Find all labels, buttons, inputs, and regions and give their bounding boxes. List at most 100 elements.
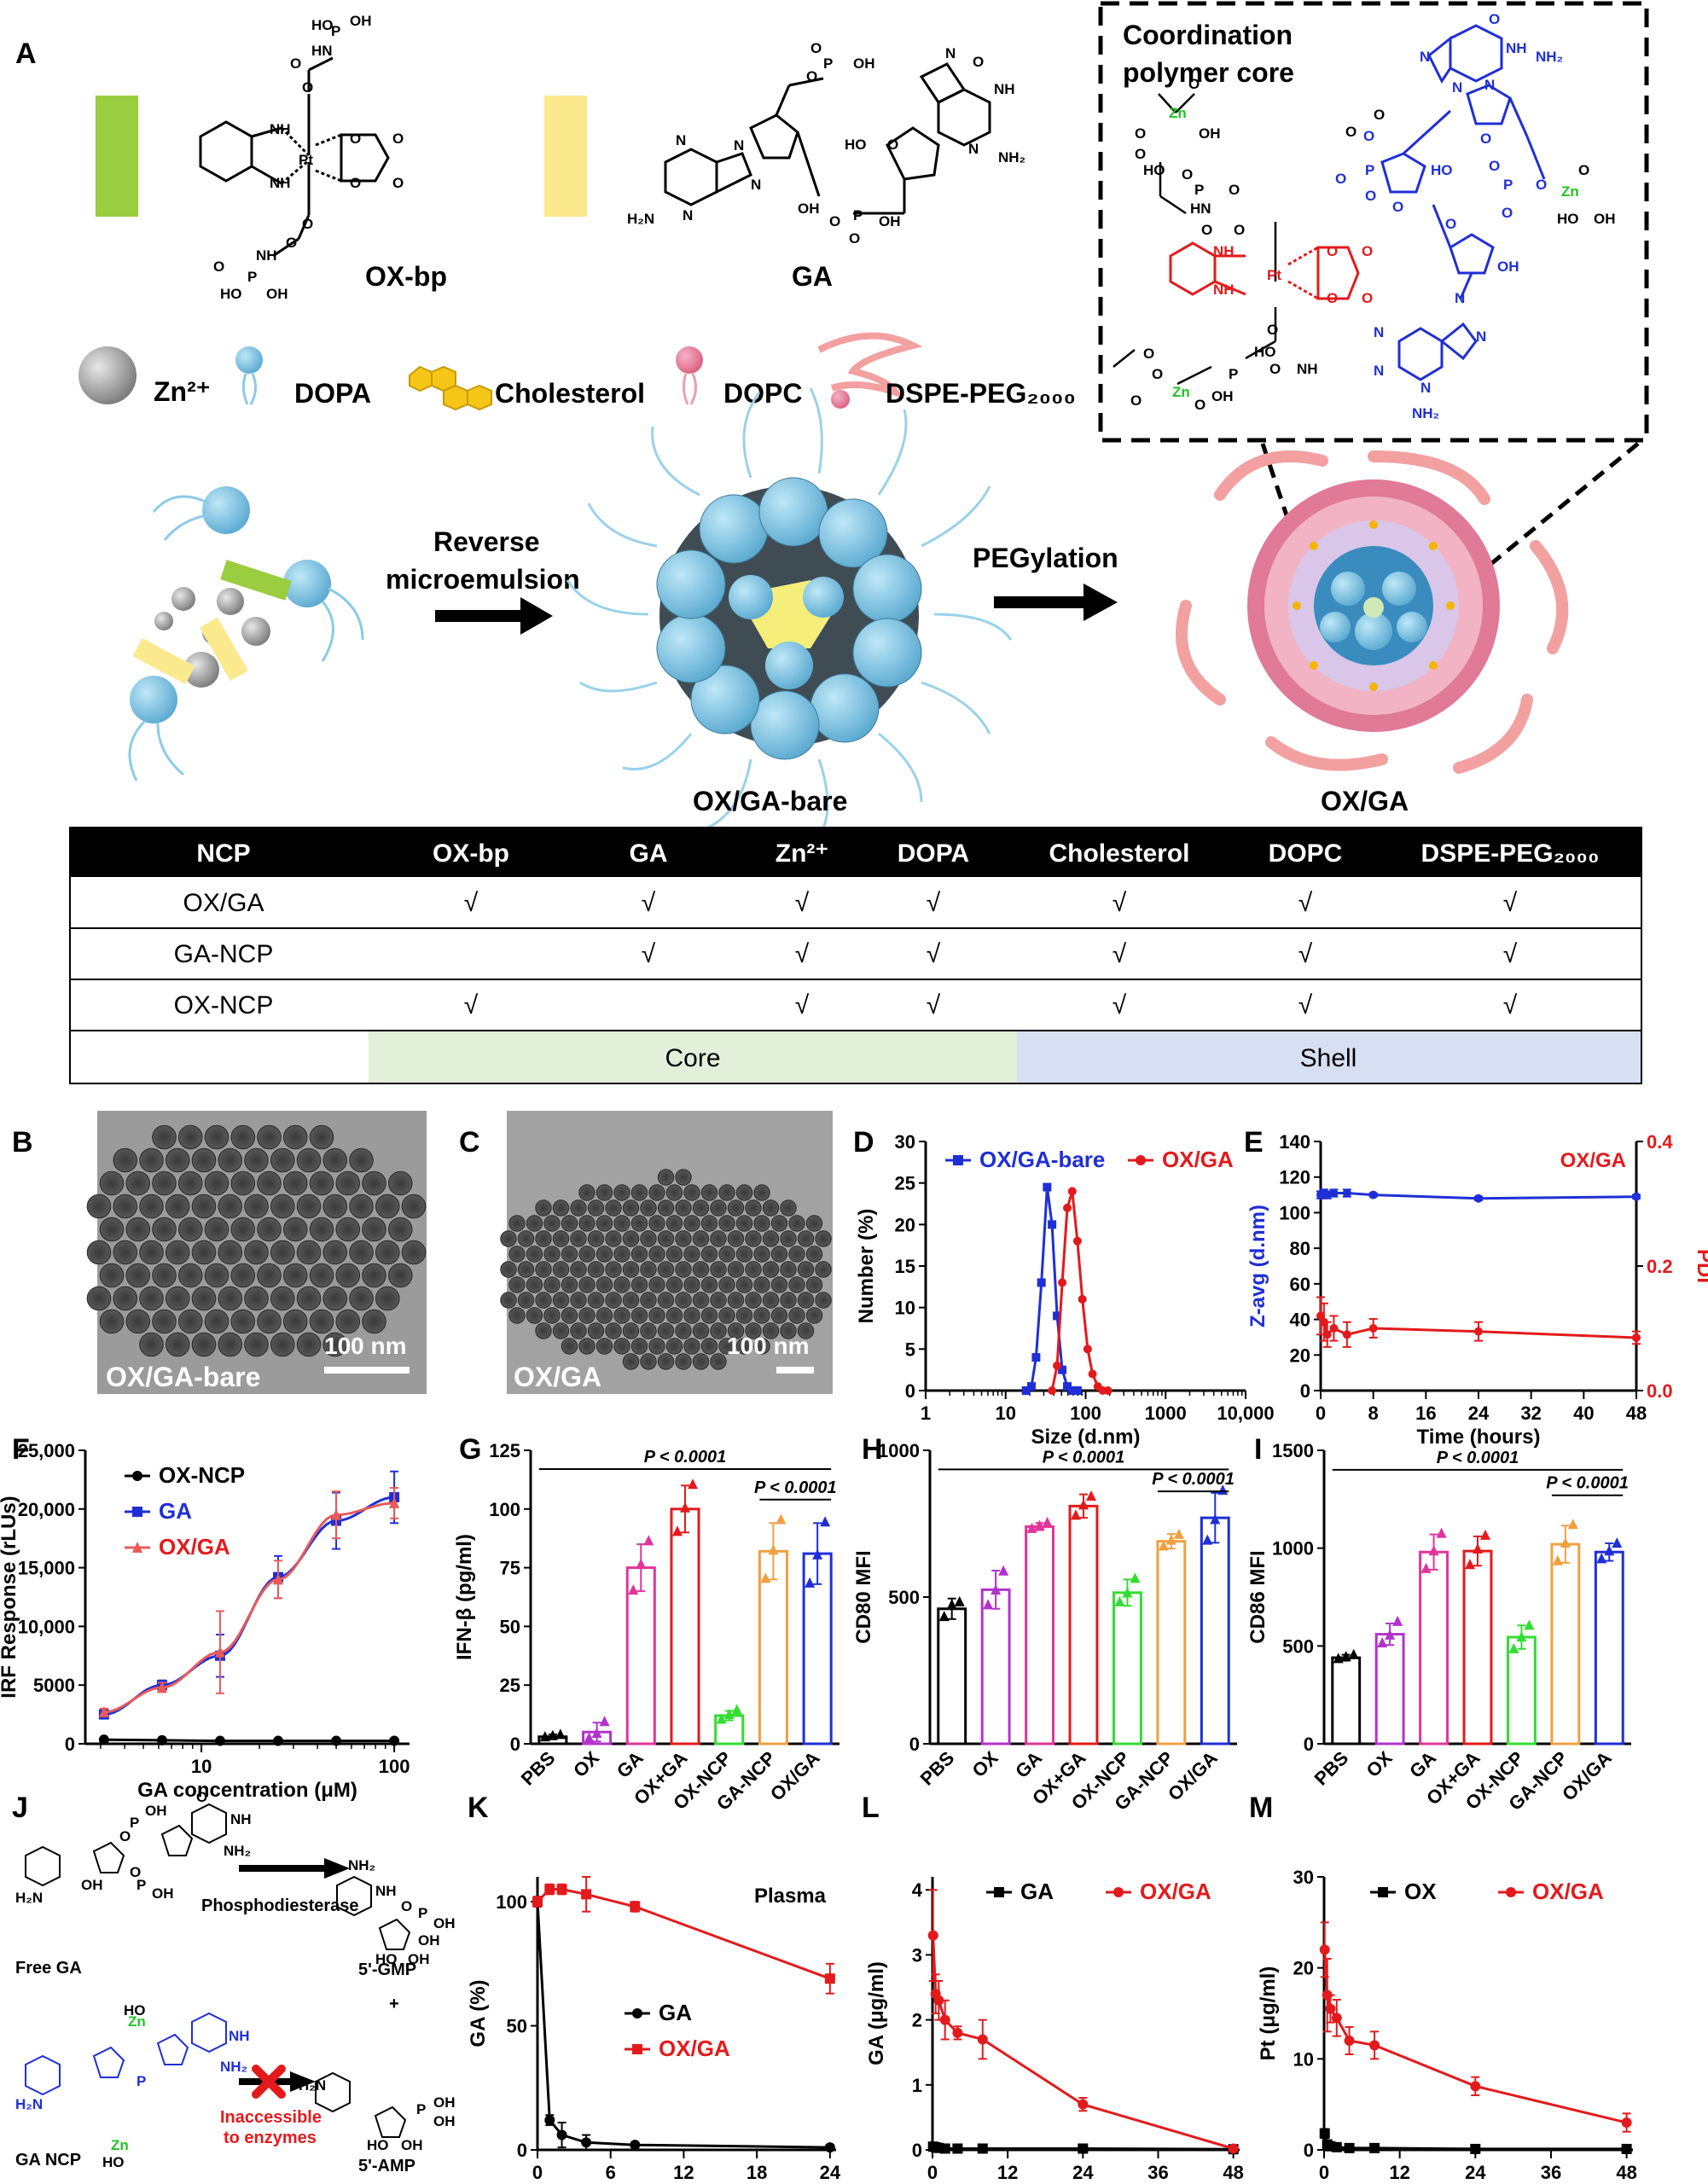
data-point bbox=[1331, 2013, 1342, 2024]
tem-particle bbox=[177, 1217, 203, 1242]
data-point bbox=[98, 1705, 109, 1717]
tem-particle bbox=[244, 1286, 269, 1311]
tem-particle bbox=[322, 1332, 348, 1357]
data-point bbox=[1067, 1187, 1077, 1196]
data-point bbox=[273, 1573, 284, 1585]
tem-particle bbox=[805, 1276, 823, 1293]
gmp-label: 5'-GMP bbox=[358, 1960, 416, 1979]
free-ga-label: Free GA bbox=[15, 1959, 82, 1978]
tem-particle bbox=[735, 1246, 753, 1263]
dopc-lipid-icon bbox=[676, 346, 703, 405]
enzyme-label: Phosphodiesterase bbox=[201, 1896, 359, 1915]
tem-particle bbox=[177, 1309, 203, 1334]
y-tick-label: 10 bbox=[895, 1298, 915, 1319]
svg-text:O: O bbox=[213, 258, 224, 275]
tem-particle bbox=[587, 1199, 605, 1217]
y-tick-label: 0 bbox=[1300, 1380, 1310, 1402]
legend-label: OX bbox=[1404, 1879, 1437, 1904]
tem-particle bbox=[125, 1309, 151, 1334]
tem-particle bbox=[753, 1307, 770, 1324]
replicate-point bbox=[643, 1535, 654, 1546]
replicate-point bbox=[1348, 1648, 1359, 1659]
replicate-point bbox=[723, 1708, 735, 1719]
tem-particle bbox=[780, 1230, 797, 1247]
data-point bbox=[1368, 1190, 1378, 1199]
data-point bbox=[556, 2129, 567, 2140]
tem-particle bbox=[692, 1261, 710, 1278]
tem-particle bbox=[152, 1170, 177, 1196]
y-tick-label: 0 bbox=[905, 1380, 915, 1402]
tem-particle bbox=[244, 1240, 269, 1265]
tem-particle bbox=[727, 1199, 745, 1217]
tem-particle bbox=[665, 1184, 683, 1201]
replicate-point bbox=[1210, 1513, 1221, 1525]
tem-particle bbox=[191, 1286, 217, 1311]
svg-text:NH₂: NH₂ bbox=[224, 1843, 251, 1859]
data-point bbox=[1136, 1155, 1146, 1165]
tem-particle bbox=[165, 1240, 190, 1265]
data-point bbox=[824, 2142, 835, 2153]
tem-particle bbox=[191, 1147, 217, 1173]
replicate-point bbox=[1552, 1554, 1563, 1565]
tem-particle bbox=[595, 1215, 613, 1232]
table-cell: √ bbox=[927, 991, 941, 1019]
data-point bbox=[544, 2115, 555, 2126]
data-point bbox=[1031, 1353, 1041, 1362]
tem-particle bbox=[718, 1338, 735, 1355]
x-axis-label: Time (hours) bbox=[1417, 1426, 1541, 1449]
svg-text:P: P bbox=[137, 2073, 146, 2089]
y-axis-label: CD80 MFI bbox=[852, 1550, 875, 1643]
tem-particle bbox=[204, 1217, 229, 1242]
tem-particle bbox=[683, 1276, 700, 1293]
replicate-point bbox=[938, 1611, 950, 1622]
reverse-microemulsion-arrow: Reverse microemulsion bbox=[386, 526, 580, 635]
core-band bbox=[369, 1031, 1017, 1083]
svg-text:P: P bbox=[1229, 366, 1238, 382]
bar bbox=[1112, 1591, 1142, 1745]
tem-particle bbox=[86, 1240, 112, 1265]
tem-particle bbox=[675, 1292, 692, 1309]
table-cell: √ bbox=[642, 940, 656, 968]
svg-text:O: O bbox=[1269, 361, 1281, 377]
data-point bbox=[1058, 1278, 1067, 1287]
tem-particle bbox=[230, 1263, 256, 1288]
tem-particle bbox=[815, 1292, 832, 1309]
tem-particle bbox=[675, 1230, 692, 1247]
data-point bbox=[1322, 1330, 1332, 1339]
y-tick-label: 0 bbox=[1304, 1734, 1314, 1755]
ncp-composition-table: Core Shell NCP OX-bp GA Zn²⁺ DOPA Cholesterol… bbox=[69, 827, 1642, 1084]
tem-particle bbox=[508, 1246, 526, 1263]
tem-particle bbox=[165, 1332, 190, 1357]
legend-label: GA bbox=[659, 2000, 692, 2025]
tem-particle bbox=[640, 1261, 657, 1278]
tem-particle bbox=[508, 1276, 526, 1293]
tem-particle bbox=[99, 1217, 125, 1242]
table-cell: √ bbox=[642, 889, 656, 917]
tem-particle bbox=[640, 1322, 657, 1339]
data-point bbox=[581, 1889, 592, 1900]
tem-particle bbox=[665, 1215, 683, 1232]
replicate-point bbox=[1612, 1537, 1623, 1548]
data-point bbox=[632, 2044, 642, 2054]
tem-particle bbox=[753, 1215, 770, 1232]
tem-particle bbox=[780, 1261, 797, 1278]
tem-particle bbox=[570, 1199, 587, 1217]
y-tick-label: 3 bbox=[912, 1944, 922, 1966]
svg-text:HO: HO bbox=[220, 286, 242, 302]
tem-particle bbox=[718, 1246, 735, 1263]
tem-particle bbox=[375, 1194, 400, 1219]
legend-label: OX/GA bbox=[159, 1534, 230, 1560]
data-point bbox=[1026, 1382, 1036, 1391]
y2-axis-label: PDI bbox=[1693, 1249, 1708, 1283]
tem-particle bbox=[630, 1246, 648, 1263]
tem-particle bbox=[665, 1338, 683, 1355]
tem-particle bbox=[552, 1261, 570, 1278]
replicate-point bbox=[1130, 1572, 1141, 1583]
svg-text:P: P bbox=[418, 1905, 427, 1921]
svg-text:O: O bbox=[1445, 216, 1456, 232]
tem-particle bbox=[526, 1307, 543, 1324]
svg-text:OH: OH bbox=[145, 1803, 167, 1819]
tem-particle bbox=[387, 1263, 413, 1288]
series-line bbox=[103, 1502, 395, 1714]
